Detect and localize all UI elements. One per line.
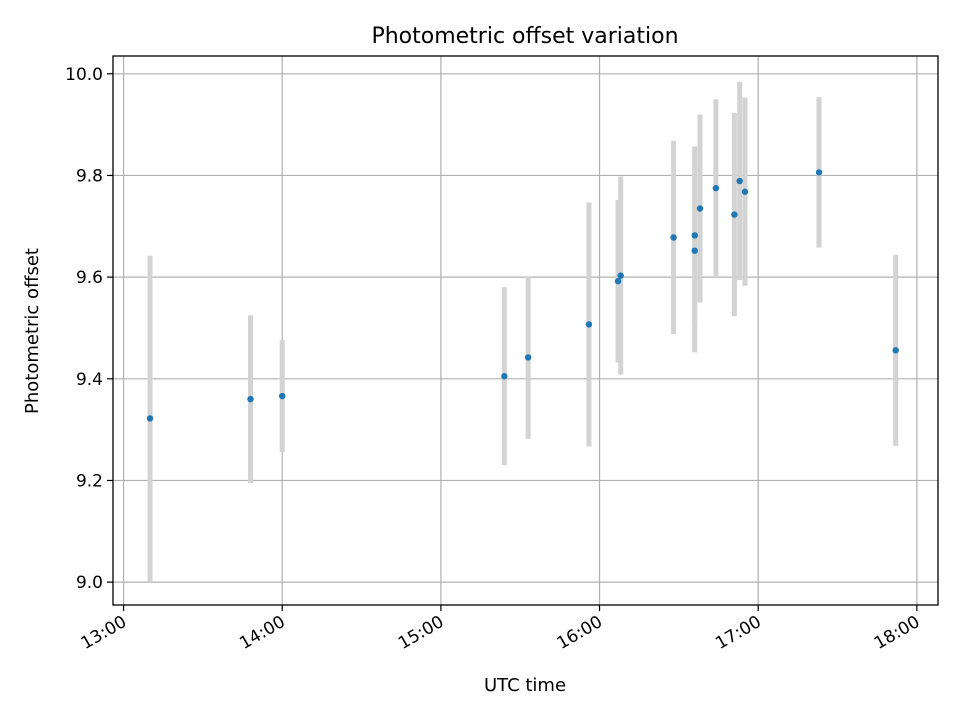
- data-point: [279, 392, 286, 400]
- data-point: [670, 234, 677, 241]
- data-point: [617, 272, 624, 279]
- y-tick-label: 9.0: [76, 573, 103, 593]
- data-point: [736, 177, 743, 185]
- data-point: [146, 415, 154, 422]
- data-point: [614, 277, 622, 285]
- data-point: [691, 232, 698, 239]
- data-point: [731, 211, 738, 218]
- grid: [113, 56, 938, 605]
- data-point: [524, 354, 532, 361]
- y-tick-label: 9.2: [76, 471, 103, 491]
- y-tick-label: 10.0: [65, 65, 103, 85]
- data-point: [691, 247, 698, 254]
- data-point: [696, 205, 704, 212]
- data-point: [501, 373, 508, 380]
- y-tick-label: 9.4: [76, 370, 103, 390]
- chart-title: Photometric offset variation: [371, 24, 678, 49]
- y-axis-label: Photometric offset: [22, 248, 43, 414]
- y-tick-label: 9.8: [76, 166, 103, 186]
- data-points: [146, 169, 899, 422]
- data-point: [247, 395, 254, 403]
- data-point: [741, 188, 749, 195]
- data-point: [712, 184, 720, 192]
- x-axis-label: UTC time: [484, 675, 566, 696]
- data-point: [815, 169, 823, 176]
- data-point: [892, 347, 899, 354]
- plot-frame: [112, 55, 939, 606]
- y-tick-label: 9.6: [76, 268, 103, 288]
- data-point: [585, 321, 593, 328]
